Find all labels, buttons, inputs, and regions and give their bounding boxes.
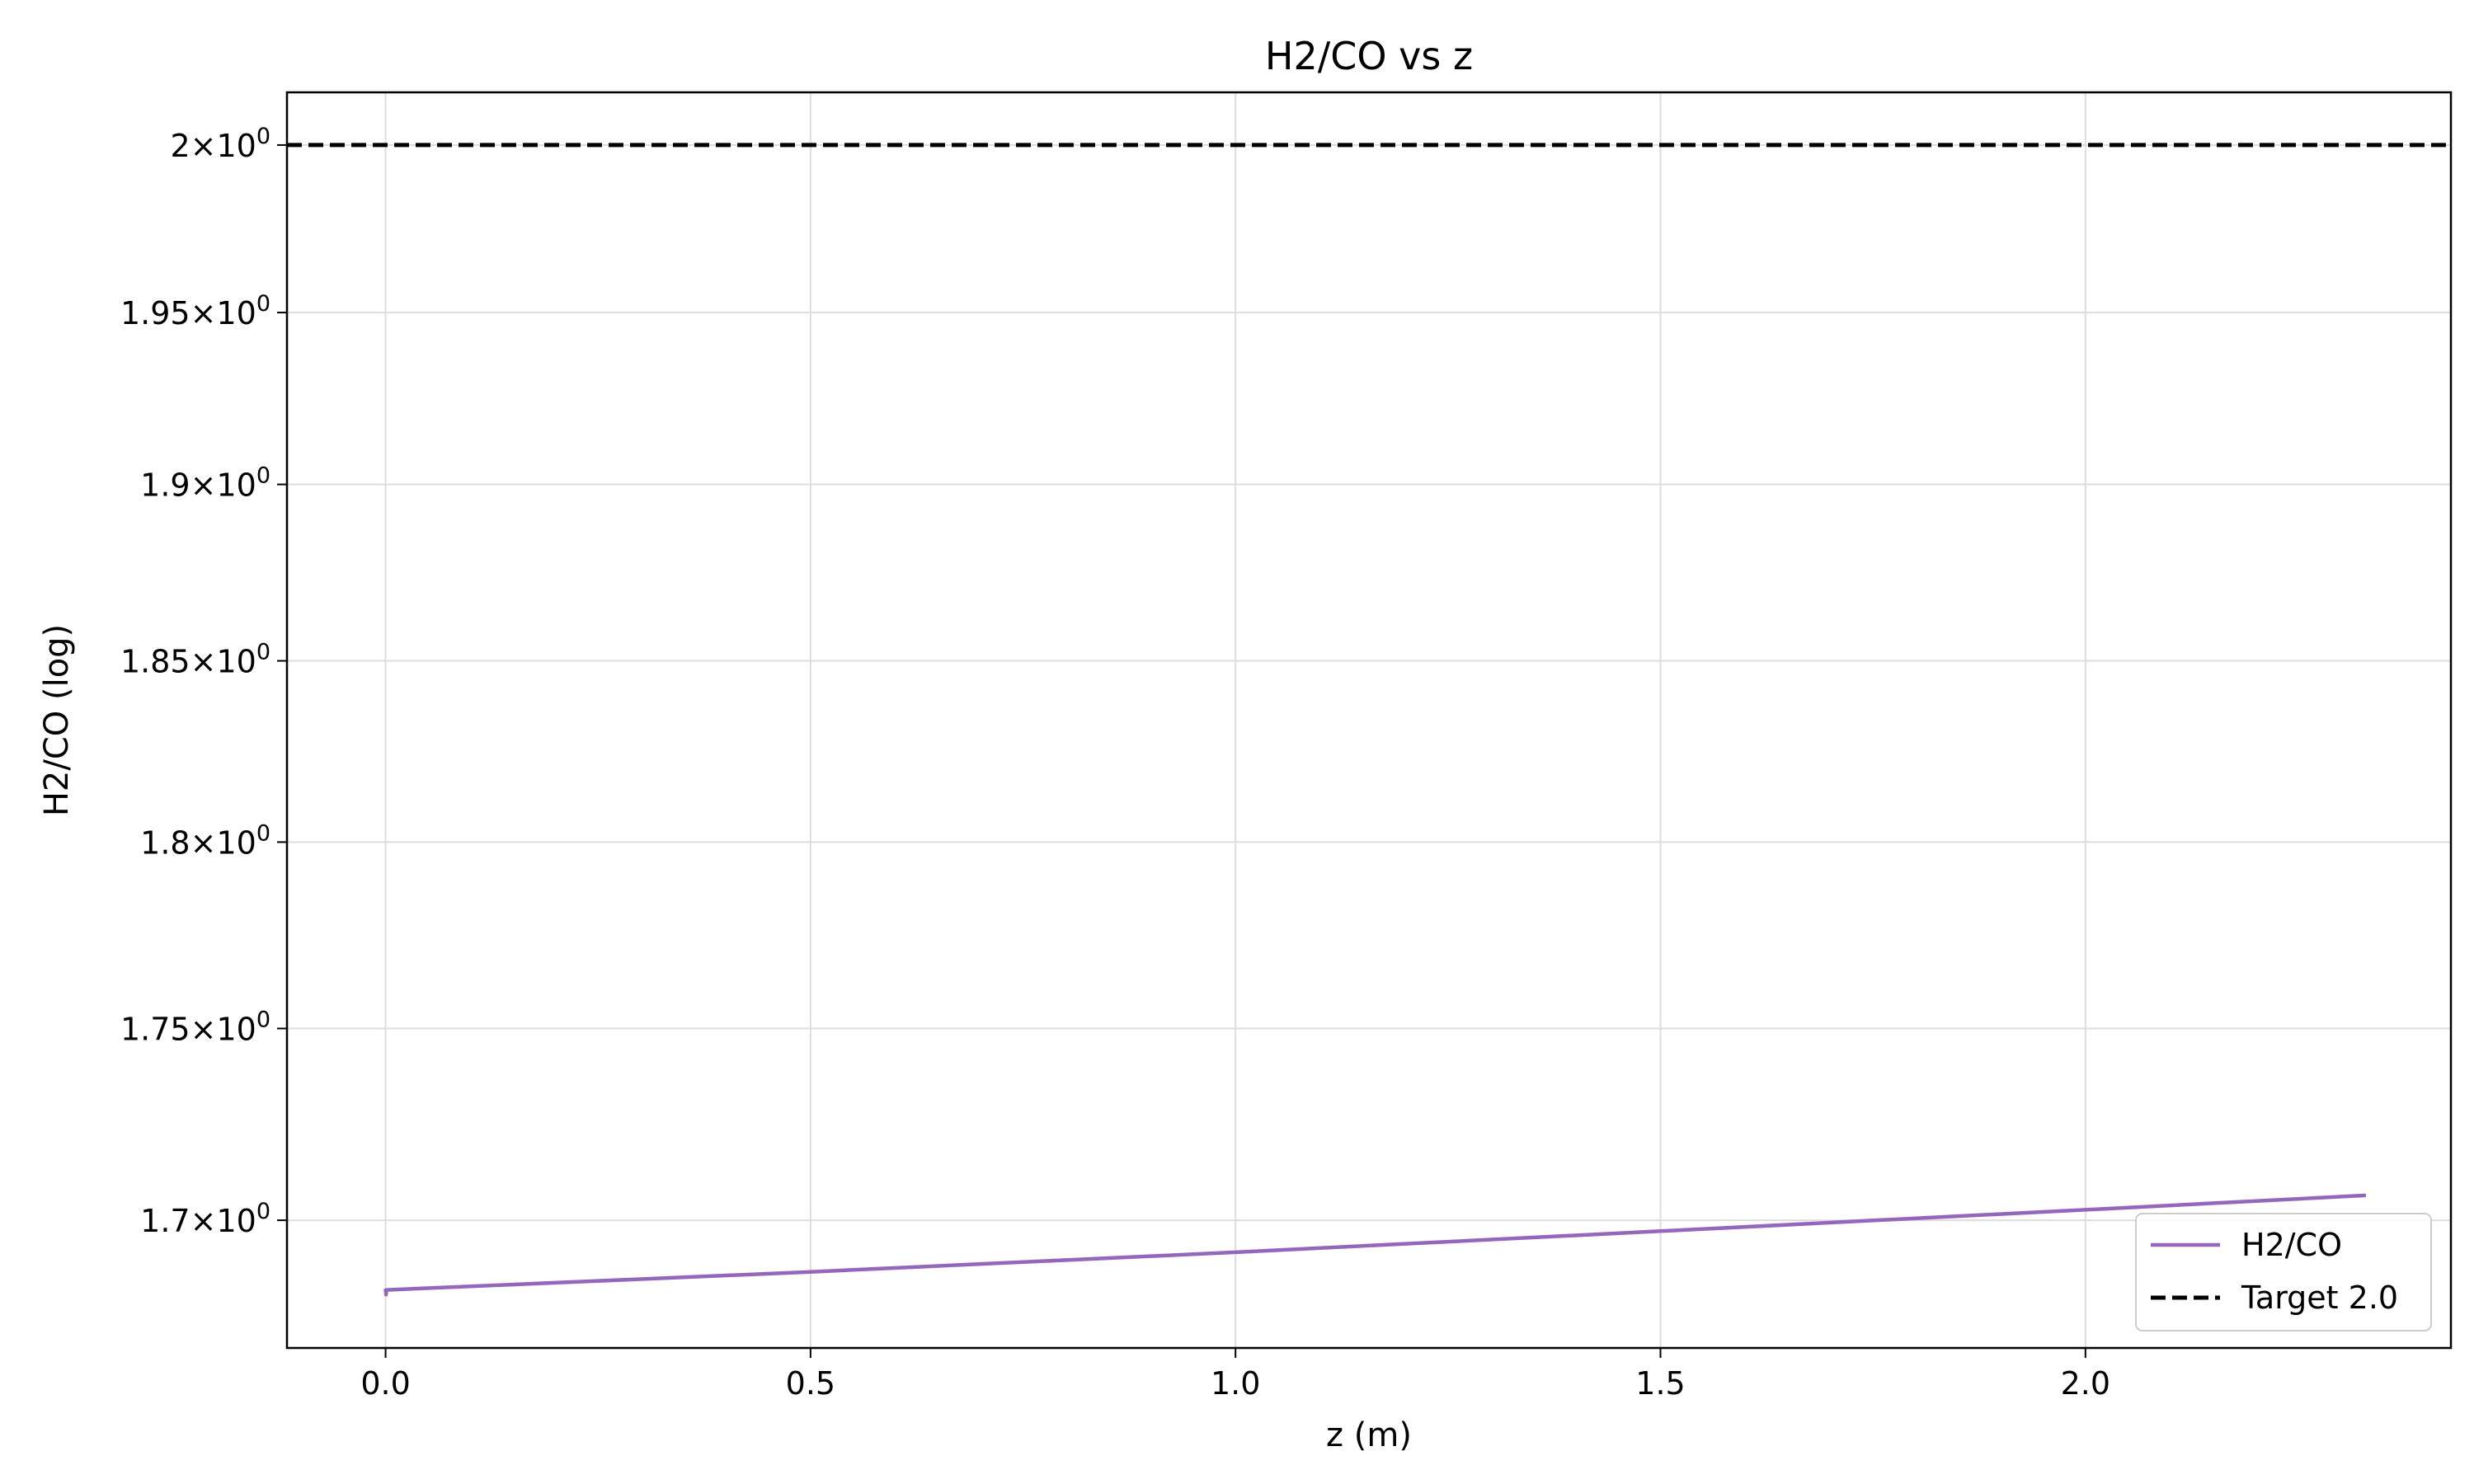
plot-frame: [285, 91, 2453, 1350]
x-tick-label: 1.0: [1211, 1365, 1260, 1402]
x-tick-label: 0.0: [360, 1365, 410, 1402]
chart-title: H2/CO vs z: [1265, 34, 1473, 78]
y-tick-label: 2×100: [170, 124, 270, 164]
series-layer: [287, 143, 2451, 1297]
y-axis-title: H2/CO (log): [38, 624, 76, 816]
legend-label: H2/CO: [2241, 1227, 2342, 1263]
legend-label: Target 2.0: [2241, 1280, 2398, 1316]
x-tick-label: 2.0: [2061, 1365, 2110, 1402]
x-tick-label: 1.5: [1635, 1365, 1685, 1402]
y-tick-label: 1.8×100: [140, 820, 270, 861]
y-tick-label: 1.9×100: [140, 463, 270, 504]
series-line-1: [383, 1193, 2367, 1297]
legend: H2/CO Target 2.0: [2135, 1213, 2432, 1331]
y-tick-label: 1.75×100: [120, 1007, 270, 1047]
x-axis: 0.0 0.5 1.0 1.5 2.0: [360, 1348, 2110, 1402]
y-tick-label: 1.85×100: [120, 640, 270, 680]
grid: [287, 92, 2451, 1348]
y-tick-label: 1.7×100: [140, 1199, 270, 1239]
x-tick-label: 0.5: [786, 1365, 835, 1402]
y-axis: 1.7×100 1.75×100 1.8×100 1.85×100 1.9×100 1.9…: [120, 124, 287, 1239]
legend-box: [2135, 1213, 2432, 1331]
x-axis-title: z (m): [1326, 1416, 1412, 1454]
y-tick-label: 1.95×100: [120, 291, 270, 331]
